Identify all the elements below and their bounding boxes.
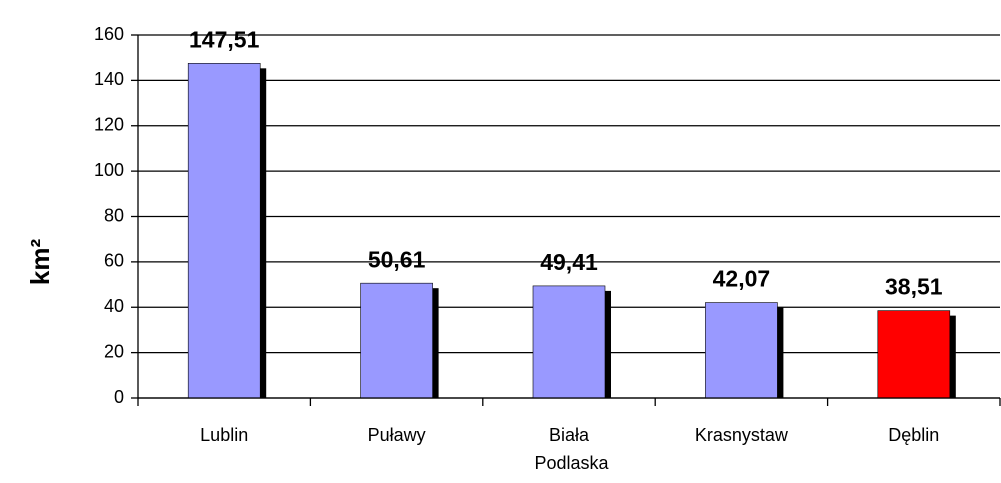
value-label: 42,07	[713, 266, 771, 292]
x-tick-label: Lublin	[200, 425, 248, 445]
x-tick-label: Biała Podlaska	[529, 425, 609, 473]
y-tick-label: 60	[104, 251, 124, 271]
x-tick-label-line: Podlaska	[529, 453, 609, 473]
bar	[532, 285, 606, 399]
y-tick-label: 40	[104, 296, 124, 316]
value-label: 147,51	[189, 26, 260, 52]
y-tick-label: 80	[104, 205, 124, 225]
value-label: 50,61	[368, 246, 426, 272]
y-axis-label: km²	[25, 239, 55, 286]
bar	[877, 310, 951, 399]
value-label: 49,41	[540, 249, 598, 275]
x-tick-label: Puławy	[368, 425, 426, 445]
value-label: 38,51	[885, 274, 943, 300]
y-tick-label: 100	[94, 160, 124, 180]
x-tick-label: Dęblin	[888, 425, 939, 445]
x-tick-label: Krasnystaw	[695, 425, 789, 445]
x-tick-label-line: Biała	[549, 425, 590, 445]
y-tick-label: 0	[114, 387, 124, 407]
bar	[187, 63, 261, 399]
y-tick-label: 140	[94, 69, 124, 89]
bar	[360, 282, 433, 399]
y-tick-label: 120	[94, 115, 124, 135]
bar	[705, 302, 778, 399]
y-tick-label: 20	[104, 341, 124, 361]
y-tick-label: 160	[94, 24, 124, 44]
